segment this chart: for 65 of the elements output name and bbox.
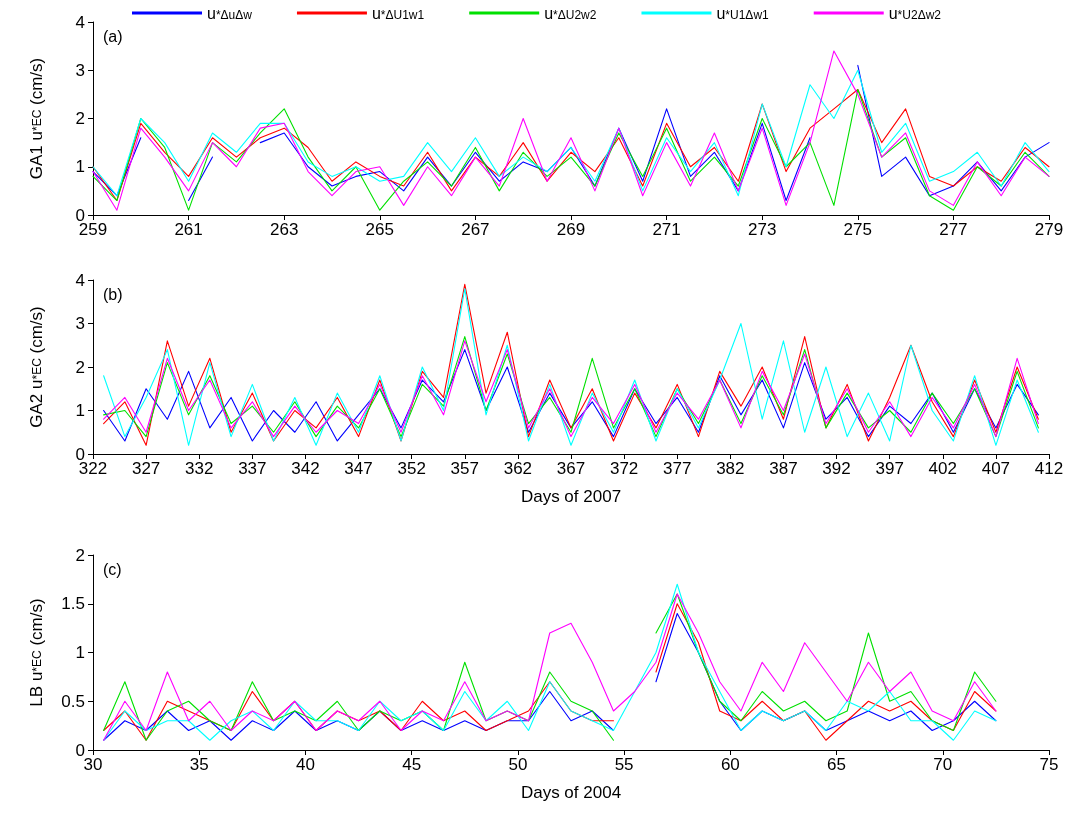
x-tick-label: 275	[843, 220, 872, 239]
x-tick-label: 60	[720, 755, 740, 774]
y-tick-label: 1	[75, 643, 85, 662]
y-tick-label: 3	[75, 60, 85, 80]
x-tick-label: 273	[748, 220, 777, 239]
x-axis-title: Days of 2004	[520, 783, 622, 802]
y-tick-label: 2	[75, 109, 85, 128]
annotation: (a)	[103, 27, 123, 45]
x-tick-label: 279	[1034, 220, 1064, 239]
annotation: (c)	[103, 560, 122, 578]
y-tick-label: 2	[75, 357, 85, 377]
y-tick-label: 2	[75, 545, 85, 565]
x-tick-label: 367	[556, 459, 586, 478]
x-tick-label: 269	[556, 220, 586, 239]
x-tick-label: 35	[189, 755, 209, 774]
x-tick-label: 362	[503, 459, 533, 478]
x-tick-label: 387	[769, 459, 798, 478]
x-tick-label: 277	[939, 220, 968, 239]
y-tick-label: 1	[75, 401, 85, 420]
x-tick-label: 327	[131, 459, 161, 478]
y-tick-label: 4	[75, 270, 85, 290]
x-tick-label: 30	[83, 755, 103, 774]
x-tick-label: 347	[344, 459, 373, 478]
x-tick-label: 402	[928, 459, 957, 478]
y-tick-label: 4	[75, 12, 85, 32]
x-tick-label: 352	[397, 459, 426, 478]
x-axis-title: Days of 2007	[520, 487, 622, 506]
x-tick-label: 342	[291, 459, 320, 478]
x-tick-label: 392	[822, 459, 851, 478]
legend-label: u*U1Δw1	[716, 4, 770, 22]
x-tick-label: 322	[78, 459, 108, 478]
legend-label: u*U2Δw2	[888, 4, 942, 22]
x-tick-label: 75	[1039, 755, 1059, 774]
x-tick-label: 55	[614, 755, 634, 774]
x-tick-label: 263	[270, 220, 299, 239]
x-tick-label: 45	[402, 755, 422, 774]
y-tick-label: 1.5	[61, 594, 85, 614]
y-tick-label: 0.5	[61, 691, 85, 711]
x-tick-label: 397	[875, 459, 904, 478]
x-tick-label: 259	[78, 220, 108, 239]
y-tick-label: 0	[75, 740, 85, 760]
x-tick-label: 372	[609, 459, 639, 478]
x-tick-label: 267	[461, 220, 490, 239]
x-tick-label: 412	[1034, 459, 1064, 478]
y-tick-label: 1	[75, 157, 85, 177]
x-tick-label: 265	[365, 220, 394, 239]
x-tick-label: 407	[981, 459, 1011, 478]
x-tick-label: 261	[174, 220, 203, 239]
y-axis-title: GA2 u*EC (cm/s)	[27, 306, 46, 428]
legend-label: u*ΔU1w1	[371, 4, 425, 22]
x-tick-label: 50	[508, 755, 528, 774]
x-tick-label: 382	[716, 459, 745, 478]
x-tick-label: 70	[933, 755, 953, 774]
legend-label: u*ΔuΔw	[207, 4, 253, 22]
x-tick-label: 377	[663, 459, 692, 478]
x-tick-label: 40	[295, 755, 315, 774]
y-tick-label: 3	[75, 314, 85, 333]
y-axis-title: GA1 u*EC (cm/s)	[27, 57, 46, 180]
legend-label: u*ΔU2w2	[544, 4, 597, 22]
x-tick-label: 332	[185, 459, 214, 478]
x-tick-label: 357	[450, 459, 479, 478]
annotation: (b)	[103, 285, 123, 303]
x-tick-label: 65	[827, 755, 847, 774]
x-tick-label: 271	[652, 220, 681, 239]
x-tick-label: 337	[238, 459, 267, 478]
